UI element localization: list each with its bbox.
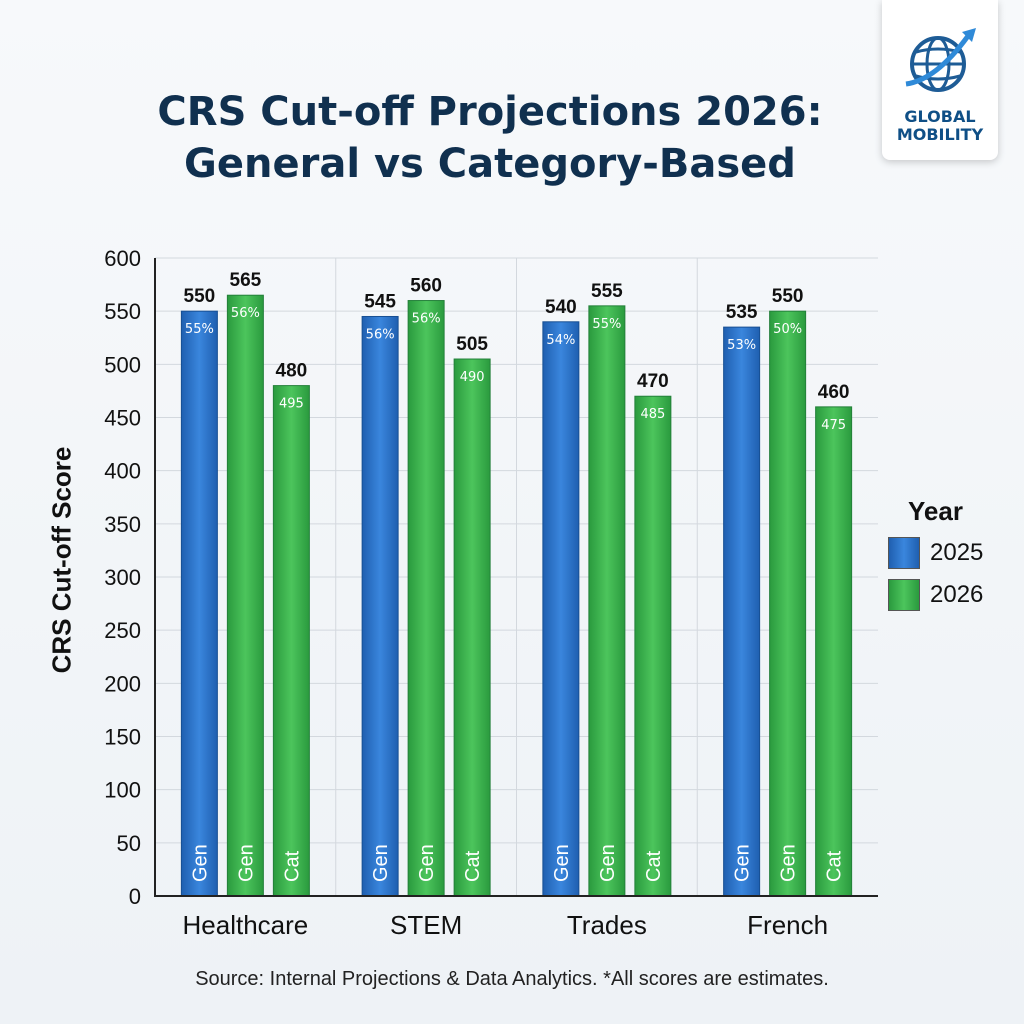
inner-label-healthcare-cat-2026: 495 xyxy=(279,397,304,412)
value-label-trades-gen-2025: 540 xyxy=(545,297,577,318)
value-label-french-gen-2025: 535 xyxy=(726,302,758,323)
title-line-2: General vs Category-Based xyxy=(184,141,796,187)
x-tick-label-french: French xyxy=(747,910,828,940)
logo-line-1: GLOBAL xyxy=(904,107,976,126)
bar-french-gen-2025 xyxy=(723,326,761,897)
bar-trades-cat-2026 xyxy=(634,395,672,897)
inner-label-healthcare-gen-2025: 55% xyxy=(185,322,214,337)
legend: Year 2025 2026 xyxy=(888,496,983,611)
legend-label-2025: 2025 xyxy=(930,539,984,566)
bar-french-gen-2026 xyxy=(769,310,807,897)
bar-stem-cat-2026 xyxy=(453,358,491,897)
legend-swatch-2025 xyxy=(888,537,920,569)
inner-label-stem-cat-2026: 490 xyxy=(460,370,485,385)
globe-arrow-icon xyxy=(905,28,976,92)
value-label-healthcare-gen-2026: 565 xyxy=(230,270,262,291)
bar-french-cat-2026 xyxy=(815,406,853,897)
bar-type-label-healthcare-cat-2026: Cat xyxy=(281,850,303,882)
inner-label-stem-gen-2025: 56% xyxy=(366,327,395,342)
value-label-french-gen-2026: 550 xyxy=(772,286,804,307)
y-tick-label-250: 250 xyxy=(104,618,141,643)
y-tick-label-150: 150 xyxy=(104,725,141,750)
title-line-1: CRS Cut-off Projections 2026: xyxy=(157,89,823,135)
inner-label-trades-gen-2026: 55% xyxy=(592,317,621,332)
bar-healthcare-cat-2026 xyxy=(272,385,310,897)
logo-line-2: MOBILITY xyxy=(896,125,984,144)
y-axis-label: CRS Cut-off Score xyxy=(46,446,77,674)
y-tick-label-350: 350 xyxy=(104,512,141,537)
inner-label-trades-gen-2025: 54% xyxy=(546,333,575,348)
source-note: Source: Internal Projections & Data Anal… xyxy=(195,968,829,990)
chart-title: CRS Cut-off Projections 2026: General vs… xyxy=(60,86,920,190)
value-label-french-cat-2026: 460 xyxy=(818,382,850,403)
bar-type-label-stem-cat-2026: Cat xyxy=(462,850,484,882)
y-tick-label-600: 600 xyxy=(104,246,141,271)
bar-stem-gen-2025 xyxy=(361,315,399,897)
logo-text: GLOBAL MOBILITY xyxy=(882,108,998,144)
value-label-healthcare-gen-2025: 550 xyxy=(184,286,216,307)
legend-item-2026: 2026 xyxy=(888,579,983,611)
y-tick-label-550: 550 xyxy=(104,299,141,324)
y-tick-label-450: 450 xyxy=(104,406,141,431)
inner-label-french-gen-2026: 50% xyxy=(773,322,802,337)
value-label-healthcare-cat-2026: 480 xyxy=(276,361,308,382)
bar-trades-gen-2025 xyxy=(542,321,580,897)
bar-trades-gen-2026 xyxy=(588,305,626,897)
y-tick-label-100: 100 xyxy=(104,778,141,803)
inner-label-healthcare-gen-2026: 56% xyxy=(231,306,260,321)
bar-healthcare-gen-2025 xyxy=(180,310,218,897)
bar-type-label-french-gen-2025: Gen xyxy=(732,844,754,882)
bar-healthcare-gen-2026 xyxy=(226,294,264,897)
y-tick-label-50: 50 xyxy=(117,831,141,856)
bar-type-label-healthcare-gen-2025: Gen xyxy=(189,844,211,882)
legend-swatch-2026 xyxy=(888,579,920,611)
legend-item-2025: 2025 xyxy=(888,537,983,569)
bar-type-label-trades-cat-2026: Cat xyxy=(643,850,665,882)
bar-type-label-stem-gen-2025: Gen xyxy=(370,844,392,882)
inner-label-french-cat-2026: 475 xyxy=(821,418,846,433)
y-tick-label-0: 0 xyxy=(129,884,141,909)
value-label-trades-cat-2026: 470 xyxy=(637,371,669,392)
global-mobility-logo: GLOBAL MOBILITY xyxy=(882,0,998,160)
legend-title: Year xyxy=(908,496,963,526)
bar-type-label-french-cat-2026: Cat xyxy=(824,850,846,882)
y-tick-label-400: 400 xyxy=(104,459,141,484)
bar-type-label-french-gen-2026: Gen xyxy=(778,844,800,882)
inner-label-french-gen-2025: 53% xyxy=(727,338,756,353)
value-label-stem-gen-2026: 560 xyxy=(410,276,442,297)
bar-stem-gen-2026 xyxy=(407,300,445,897)
inner-label-trades-cat-2026: 485 xyxy=(640,407,665,422)
x-tick-label-trades: Trades xyxy=(567,910,647,940)
legend-label-2026: 2026 xyxy=(930,581,984,608)
y-tick-label-200: 200 xyxy=(104,671,141,696)
bar-type-label-healthcare-gen-2026: Gen xyxy=(235,844,257,882)
x-tick-label-stem: STEM xyxy=(390,910,462,940)
bar-type-label-trades-gen-2026: Gen xyxy=(597,844,619,882)
bar-type-label-trades-gen-2025: Gen xyxy=(551,844,573,882)
bars: 550 55% Gen 565 56% Gen 480 495 Cat 545 56% Gen 560 5… xyxy=(180,270,853,897)
y-tick-label-500: 500 xyxy=(104,352,141,377)
value-label-trades-gen-2026: 555 xyxy=(591,281,623,302)
inner-label-stem-gen-2026: 56% xyxy=(412,312,441,327)
bar-type-label-stem-gen-2026: Gen xyxy=(416,844,438,882)
value-label-stem-cat-2026: 505 xyxy=(456,334,488,355)
x-tick-label-healthcare: Healthcare xyxy=(183,910,309,940)
y-tick-label-300: 300 xyxy=(104,565,141,590)
value-label-stem-gen-2025: 545 xyxy=(364,291,396,312)
axes: 0 50 100 150 200 250 300 350 400 450 500 550 600 Heal… xyxy=(104,246,878,940)
